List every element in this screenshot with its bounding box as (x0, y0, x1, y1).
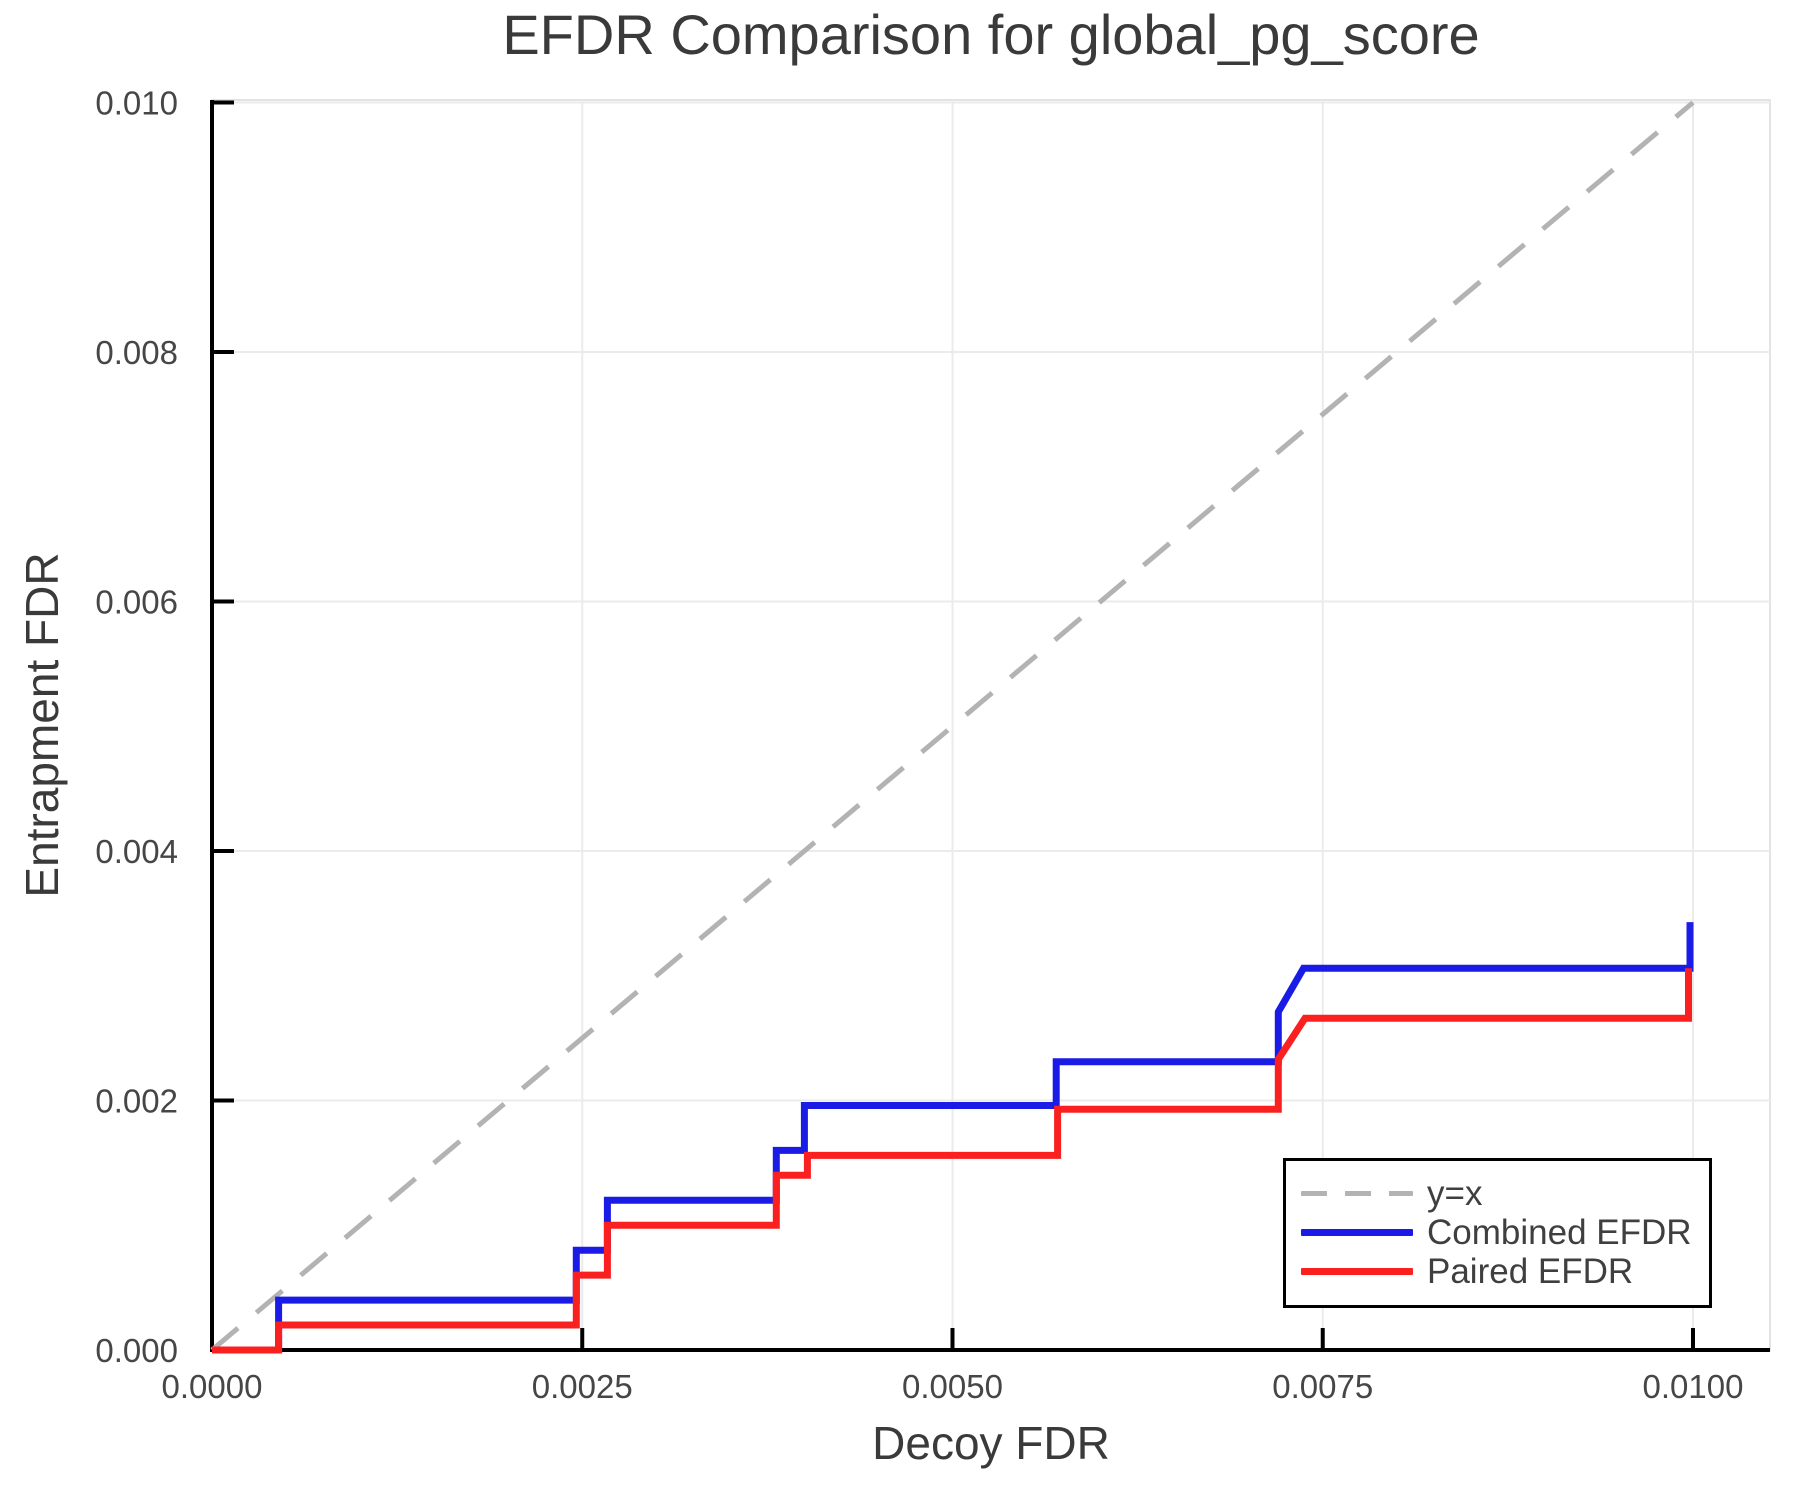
series-line-paired-efdr (212, 968, 1692, 1354)
y-tick-label: 0.002 (95, 1082, 178, 1119)
y-axis-label: Entrapment FDR (16, 552, 68, 898)
y-tick (214, 100, 234, 105)
y-tick-label: 0.004 (95, 833, 178, 870)
y-tick-label: 0.008 (95, 334, 178, 371)
x-tick-label: 0.0025 (532, 1368, 633, 1405)
red-line-swatch (1301, 1268, 1413, 1275)
y-tick-label: 0.000 (95, 1332, 178, 1369)
legend-label: Combined EFDR (1427, 1213, 1692, 1252)
legend-entry-combined: Combined EFDR (1301, 1213, 1709, 1252)
legend-entry-reference: y=x (1301, 1174, 1709, 1213)
dashed-line-swatch (1301, 1191, 1413, 1196)
y-tick (214, 848, 234, 853)
x-tick (1320, 1328, 1325, 1348)
legend-entry-paired: Paired EFDR (1301, 1252, 1709, 1291)
chart-title: EFDR Comparison for global_pg_score (502, 3, 1480, 66)
x-tick (210, 1328, 214, 1348)
x-tick-label: 0.0100 (1643, 1368, 1744, 1405)
blue-line-swatch (1301, 1229, 1413, 1236)
y-tick (214, 1098, 234, 1103)
x-tick-label: 0.0050 (902, 1368, 1003, 1405)
series-line-combined-efdr (212, 922, 1694, 1354)
x-axis-label: Decoy FDR (872, 1417, 1110, 1469)
reference-line-y-equals-x (210, 100, 1695, 1352)
legend-label: Paired EFDR (1427, 1252, 1634, 1291)
x-tick (1690, 1328, 1695, 1348)
x-tick (950, 1328, 955, 1348)
y-tick-label: 0.006 (95, 583, 178, 620)
y-tick-label: 0.010 (95, 84, 178, 121)
x-tick (580, 1328, 585, 1348)
legend-label: y=x (1427, 1174, 1483, 1213)
y-tick (214, 599, 234, 604)
x-tick-label: 0.0075 (1272, 1368, 1373, 1405)
legend: y=x Combined EFDR Paired EFDR (1283, 1158, 1712, 1308)
y-tick (214, 349, 234, 354)
y-axis-spine (210, 100, 214, 1352)
x-axis-spine (210, 1348, 1770, 1352)
x-tick-label: 0.0000 (162, 1368, 263, 1405)
